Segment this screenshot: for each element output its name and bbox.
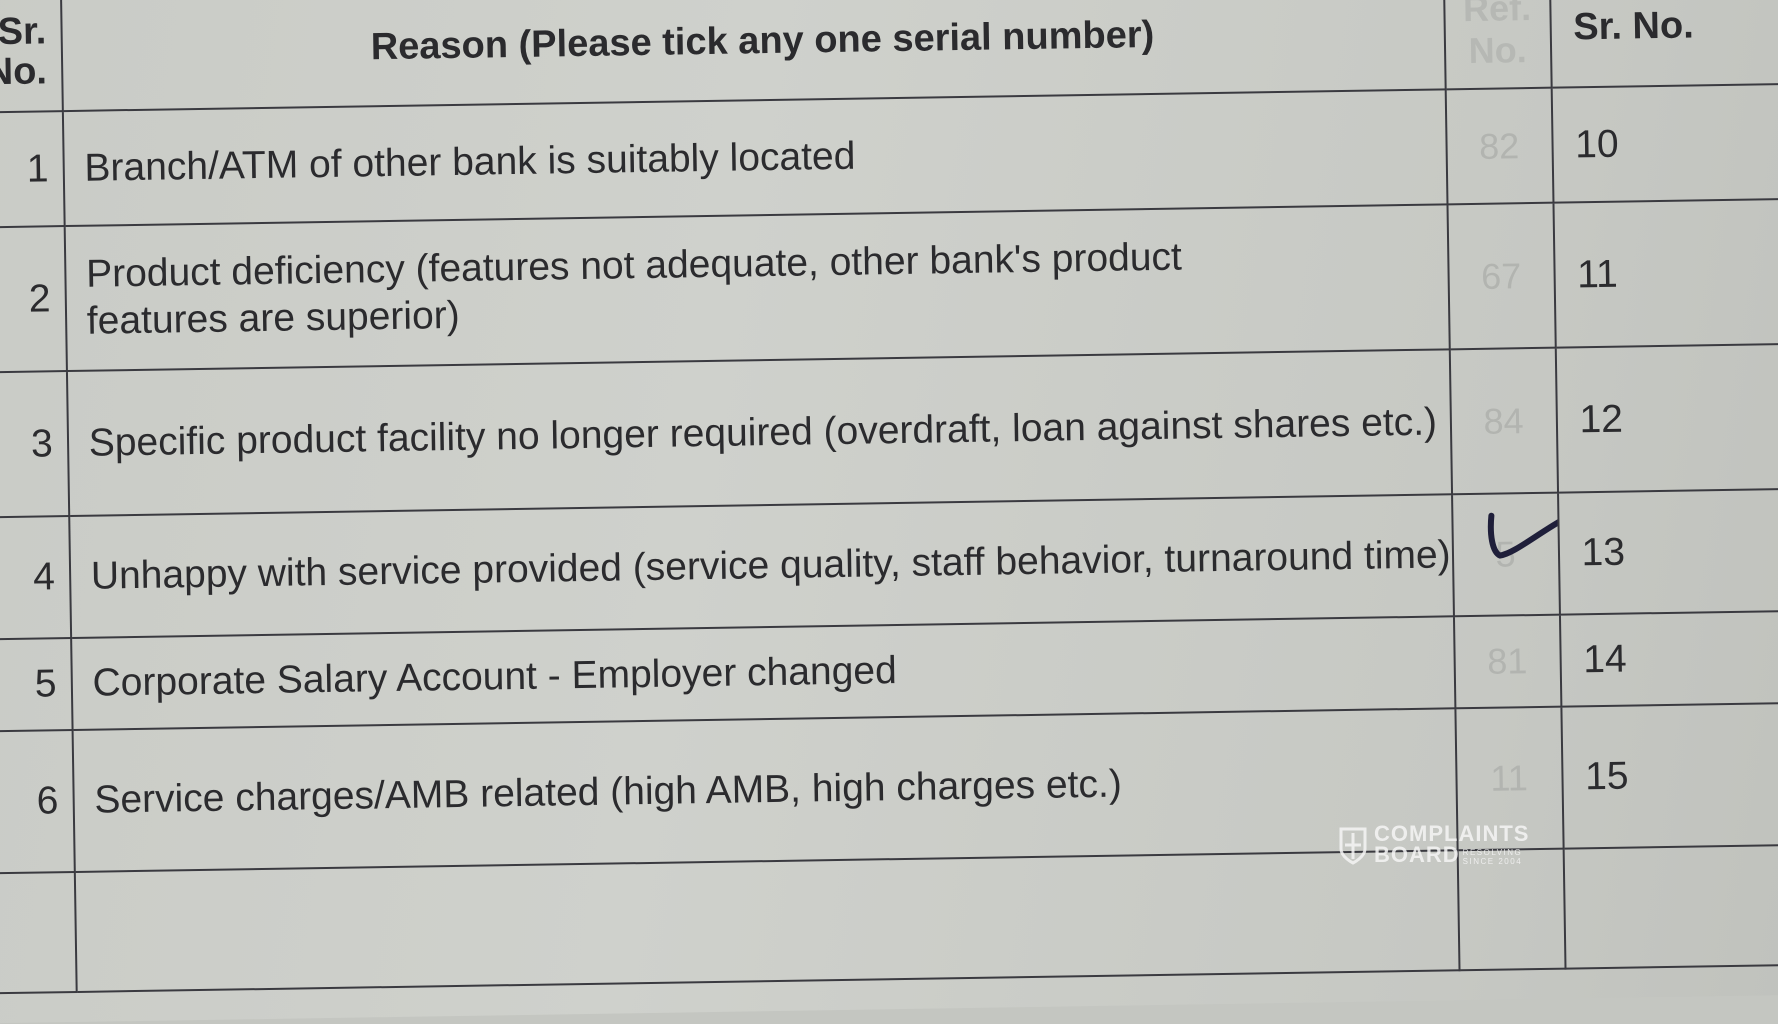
ref-cell-empty bbox=[1457, 848, 1566, 971]
ref-cell[interactable]: 82 bbox=[1445, 87, 1554, 205]
sr-cell: 6 bbox=[0, 730, 75, 874]
sr-cell: 2 bbox=[0, 226, 67, 373]
ref-cell[interactable]: 81 bbox=[1453, 614, 1562, 709]
table-row: 4 Unhappy with service provided (service… bbox=[0, 488, 1778, 640]
ref-cell[interactable]: 67 bbox=[1447, 202, 1556, 350]
reason-cell: Service charges/AMB related (high AMB, h… bbox=[72, 708, 1458, 872]
shield-icon bbox=[1339, 827, 1367, 865]
sr-right-cell: 10 bbox=[1551, 83, 1778, 203]
checkmark-icon bbox=[1487, 507, 1560, 559]
sr-cell: 3 bbox=[0, 371, 69, 518]
watermark-tagline2: SINCE 2004 bbox=[1462, 856, 1523, 866]
sr-right-cell-empty bbox=[1563, 844, 1778, 969]
sr-cell: 5 bbox=[0, 638, 73, 732]
complaints-board-watermark: COMPLAINTS BOARD RESOLVING SINCE 2004 bbox=[1338, 821, 1530, 867]
table-row: 3 Specific product facility no longer re… bbox=[0, 343, 1778, 518]
sr-right-cell: 12 bbox=[1555, 343, 1778, 493]
sr-cell: 4 bbox=[0, 516, 71, 640]
reason-cell: Specific product facility no longer requ… bbox=[66, 349, 1452, 517]
watermark-tagline: RESOLVING SINCE 2004 bbox=[1462, 847, 1523, 867]
reason-cell: Branch/ATM of other bank is suitably loc… bbox=[62, 89, 1448, 227]
watermark-tagline1: RESOLVING bbox=[1462, 847, 1523, 857]
sr-cell: 1 bbox=[0, 111, 65, 228]
header-ref-no: Ref. No. bbox=[1443, 0, 1552, 90]
sr-right-cell: 14 bbox=[1559, 610, 1778, 707]
watermark-line2: BOARD bbox=[1374, 841, 1460, 867]
watermark-line1: COMPLAINTS bbox=[1374, 821, 1530, 846]
watermark-text: COMPLAINTS BOARD RESOLVING SINCE 2004 bbox=[1374, 821, 1530, 867]
reason-cell-empty bbox=[74, 850, 1460, 992]
reason-table: Sr. No. Reason (Please tick any one seri… bbox=[0, 0, 1778, 994]
ref-cell[interactable]: 5 bbox=[1451, 492, 1560, 617]
sr-right-cell: 11 bbox=[1553, 198, 1778, 348]
reason-cell: Product deficiency (features not adequat… bbox=[64, 204, 1450, 372]
reason-text: Product deficiency (features not adequat… bbox=[85, 235, 1183, 343]
table-row: 2 Product deficiency (features not adequ… bbox=[0, 198, 1778, 373]
header-sr-no-right: Sr. No. bbox=[1549, 0, 1778, 88]
reason-cell: Unhappy with service provided (service q… bbox=[68, 494, 1454, 639]
sr-right-cell: 15 bbox=[1561, 702, 1778, 849]
header-sr-no: Sr. No. bbox=[0, 0, 63, 113]
ref-cell[interactable]: 84 bbox=[1449, 347, 1558, 495]
sr-cell-empty bbox=[0, 871, 77, 994]
ref-value-ticked: 5 bbox=[1487, 507, 1560, 575]
sr-right-cell: 13 bbox=[1557, 488, 1778, 615]
